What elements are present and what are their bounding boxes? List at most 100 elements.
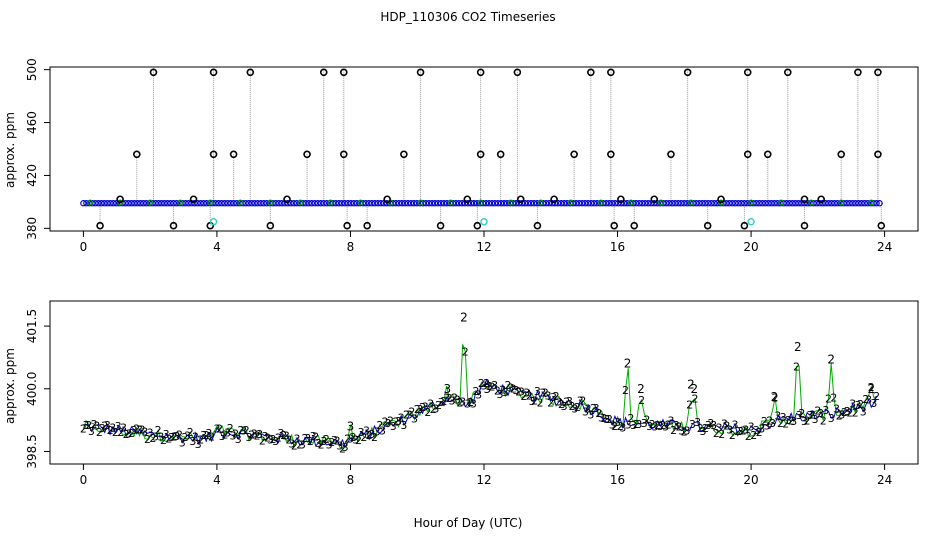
data-point	[858, 200, 865, 207]
data-point	[269, 200, 276, 207]
series-blue-marker: 3	[427, 397, 434, 410]
x-axis-label: Hour of Day (UTC)	[414, 516, 523, 530]
data-point	[759, 200, 766, 207]
series-blue-marker: 3	[342, 441, 349, 454]
data-point	[319, 68, 328, 77]
series-blue-marker: 3	[721, 418, 728, 431]
series-blue-marker: 3	[131, 424, 138, 437]
series-green-marker: 2	[622, 384, 629, 397]
data-point	[413, 200, 421, 207]
data-point	[578, 200, 586, 207]
series-green-marker: 2	[123, 428, 130, 441]
series-blue-marker: 3	[593, 402, 600, 415]
data-point	[341, 200, 348, 207]
series-green-marker: 2	[107, 424, 114, 437]
data-point	[874, 68, 882, 77]
series-blue-marker: 3	[539, 387, 546, 400]
series-green-marker: 2	[387, 414, 394, 427]
data-point	[658, 199, 664, 206]
series-green-marker: 2	[745, 430, 752, 443]
series-blue-marker: 3	[550, 391, 557, 404]
series-green-marker: 2	[526, 390, 533, 403]
series-blue-marker: 3	[513, 384, 520, 397]
series-green-marker: 2	[590, 402, 597, 415]
series-green-marker: 2	[291, 439, 298, 452]
series-green-marker: 2	[270, 433, 277, 446]
series-blue-marker: 3	[352, 434, 359, 447]
data-point	[353, 200, 361, 207]
series-blue-marker: 3	[283, 430, 290, 443]
bottom-y-axis: 398.5 400.0 401.5	[25, 309, 50, 469]
data-point	[239, 200, 246, 207]
series-blue-marker: 3	[491, 379, 498, 392]
series-blue-marker: 3	[700, 425, 707, 438]
data-point	[419, 200, 427, 207]
data-point	[696, 200, 703, 207]
series-green-marker: 2	[382, 415, 389, 428]
data-point	[795, 200, 802, 207]
data-point	[131, 200, 138, 207]
series-green-marker: 2	[259, 435, 266, 448]
data-point	[587, 200, 595, 207]
x-tick-label: 16	[610, 473, 625, 487]
series-blue-marker: 3	[390, 420, 397, 433]
series-blue-marker: 3	[561, 400, 568, 413]
data-point	[299, 200, 306, 207]
data-point	[570, 150, 578, 159]
series-blue-marker: 3	[416, 403, 423, 416]
series-green-marker: 2	[531, 394, 538, 407]
data-point	[743, 68, 752, 77]
series-green-marker: 2	[766, 414, 773, 427]
series-green-marker: 2	[862, 393, 869, 406]
series-blue-marker: 3	[555, 396, 562, 409]
data-point	[507, 199, 514, 206]
series-blue-marker: 3	[523, 387, 530, 400]
data-point	[410, 200, 418, 207]
data-point	[740, 221, 749, 230]
series-green-marker: 2	[537, 396, 544, 409]
series-green-marker: 2	[756, 426, 763, 439]
data-point	[260, 200, 267, 207]
data-point	[389, 200, 397, 207]
data-point	[458, 200, 466, 207]
data-point	[768, 200, 775, 207]
data-point	[89, 200, 96, 207]
data-point	[714, 200, 721, 207]
series-blue-marker: 3	[310, 430, 317, 443]
series-blue-line	[83, 378, 878, 449]
peak-marker: 2	[691, 382, 699, 396]
data-point	[463, 195, 472, 204]
series-blue-marker: 3	[609, 418, 616, 431]
series-blue-marker: 3	[630, 419, 637, 432]
series-green-marker: 2	[360, 431, 367, 444]
data-point	[618, 200, 625, 207]
data-point	[569, 200, 577, 207]
series-green-marker: 2	[777, 417, 784, 430]
series-blue-marker: 3	[347, 432, 354, 445]
y-tick-label: 398.5	[25, 434, 39, 468]
data-point	[343, 221, 351, 230]
series-blue-marker: 3	[184, 429, 191, 442]
data-point	[290, 200, 297, 207]
series-blue-marker: 3	[245, 431, 252, 444]
data-point	[485, 200, 493, 207]
data-point	[849, 200, 856, 207]
series-green-marker: 2	[197, 433, 204, 446]
data-point	[630, 221, 639, 230]
series-green-marker: 2	[101, 420, 108, 433]
x-tick-label: 24	[877, 240, 892, 254]
x-tick-label: 4	[213, 473, 221, 487]
series-green-marker: 2	[793, 360, 800, 373]
series-green-marker: 2	[841, 406, 848, 419]
data-point	[246, 68, 255, 77]
data-point	[117, 199, 124, 206]
series-green-marker: 2	[542, 387, 549, 400]
data-point	[810, 200, 817, 207]
series-blue-marker: 3	[443, 392, 450, 405]
series-blue-marker: 3	[582, 405, 589, 418]
series-green-marker: 2	[633, 418, 640, 431]
data-point	[137, 200, 144, 207]
data-point	[530, 200, 538, 207]
data-point	[778, 199, 785, 206]
